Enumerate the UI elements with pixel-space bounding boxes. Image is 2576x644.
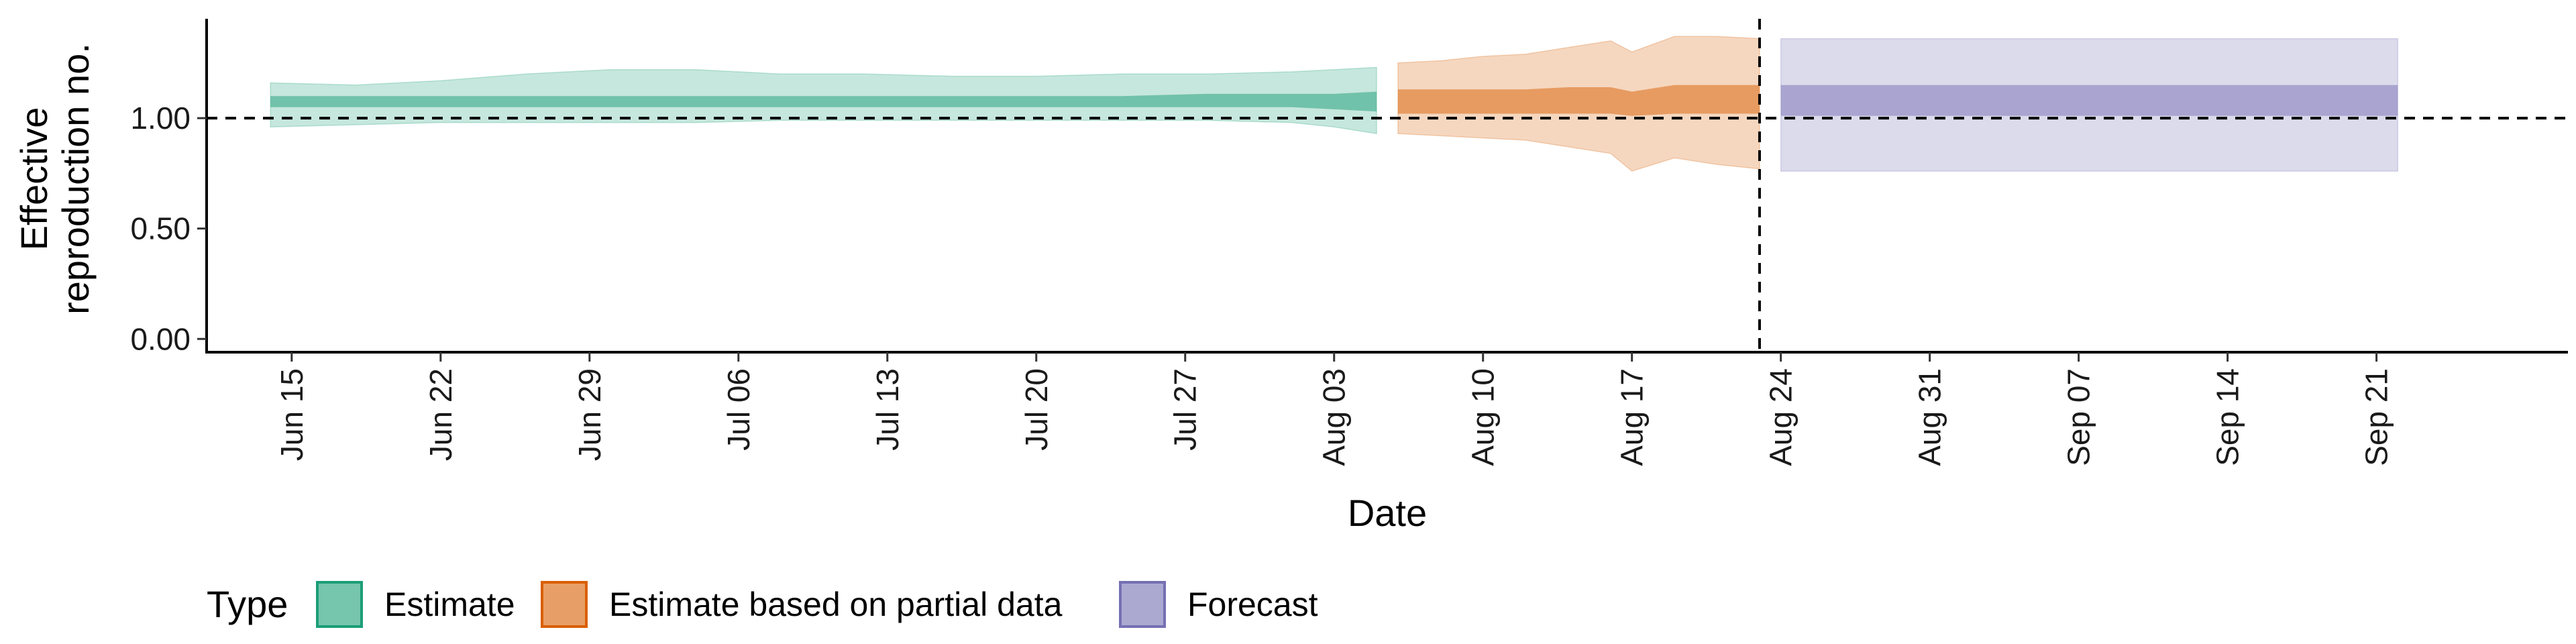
ribbon-50: [270, 91, 1377, 112]
legend-label: Estimate based on partial data: [609, 586, 1063, 623]
x-tick-label: Aug 10: [1466, 368, 1501, 466]
legend-entry: Forecast: [1119, 581, 1318, 628]
x-tick-label: Jun 29: [572, 368, 607, 461]
legend-entry: Estimate: [316, 581, 515, 628]
series-estimate-based-on-partial-data: [1397, 36, 1760, 172]
x-tick-label: Aug 31: [1913, 368, 1947, 466]
legend-key: [316, 581, 363, 628]
legend-key: [541, 581, 588, 628]
legend-entry: Estimate based on partial data: [541, 581, 1063, 628]
x-tick-label: Jul 20: [1019, 368, 1054, 451]
y-tick-label: 0.00: [130, 321, 191, 356]
x-tick-label: Jun 15: [274, 368, 309, 461]
x-tick-label: Jul 13: [870, 368, 905, 451]
x-tick-label: Sep 14: [2210, 368, 2245, 466]
axes: 0.00 0.50 1.00 Jun 15 Jun 22 Jun 29 Jul 06 Jul …: [13, 19, 2568, 534]
x-tick-label: Aug 03: [1317, 368, 1352, 466]
x-tick-label: Jul 06: [721, 368, 756, 451]
y-axis-title-line: Effective: [13, 107, 55, 251]
x-tick-label: Jul 27: [1168, 368, 1203, 451]
x-tick-label: Sep 07: [2061, 368, 2096, 466]
y-axis-title-line: reproduction no.: [54, 43, 97, 315]
series-forecast: [1780, 38, 2399, 172]
legend-title: Type: [207, 583, 288, 625]
ribbon-50: [1397, 85, 1760, 116]
x-tick-label: Sep 21: [2359, 368, 2394, 466]
ribbon-50: [1780, 85, 2398, 116]
x-tick-label: Aug 24: [1764, 368, 1799, 466]
legend-key: [1119, 581, 1166, 628]
y-tick-label: 1.00: [130, 101, 191, 136]
legend-label: Estimate: [384, 586, 515, 623]
series-estimate: [270, 66, 1377, 135]
x-tick-label: Aug 17: [1615, 368, 1650, 466]
legend: Type Estimate Estimate based on partial da…: [207, 581, 1318, 628]
legend-label: Forecast: [1187, 586, 1318, 623]
y-axis-title: Effectivereproduction no.: [13, 43, 97, 315]
x-tick-label: Jun 22: [423, 368, 458, 461]
plot-bands: [270, 36, 2399, 172]
y-tick-label: 0.50: [130, 211, 191, 246]
x-axis-title: Date: [1348, 492, 1427, 534]
